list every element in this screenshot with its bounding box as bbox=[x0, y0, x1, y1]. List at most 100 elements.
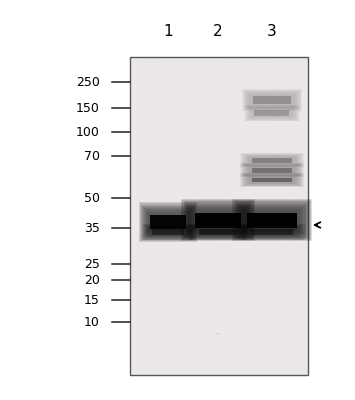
Point bbox=[188, 198, 193, 204]
Point bbox=[141, 347, 147, 353]
Point bbox=[233, 369, 239, 375]
Point bbox=[295, 130, 300, 136]
Point bbox=[184, 238, 190, 245]
Point bbox=[256, 169, 262, 175]
Point bbox=[247, 204, 253, 210]
Point bbox=[263, 216, 269, 223]
Point bbox=[288, 232, 294, 238]
Point bbox=[204, 335, 209, 341]
Point bbox=[250, 85, 256, 92]
Point bbox=[160, 124, 166, 131]
Point bbox=[135, 136, 141, 142]
Point bbox=[299, 259, 305, 266]
Point bbox=[184, 94, 190, 101]
Point bbox=[252, 365, 258, 372]
Point bbox=[185, 212, 190, 218]
Point bbox=[186, 133, 192, 140]
Point bbox=[250, 92, 256, 99]
Point bbox=[231, 95, 237, 102]
Point bbox=[171, 286, 177, 293]
Point bbox=[238, 93, 244, 100]
Point bbox=[164, 168, 170, 174]
Point bbox=[220, 313, 225, 320]
Point bbox=[282, 278, 288, 284]
Point bbox=[243, 164, 248, 170]
Point bbox=[161, 157, 167, 163]
Point bbox=[195, 216, 201, 223]
Point bbox=[213, 290, 218, 296]
Point bbox=[253, 148, 259, 154]
Point bbox=[280, 341, 286, 347]
Bar bbox=[239, 224, 306, 240]
Point bbox=[159, 327, 165, 333]
Point bbox=[141, 315, 147, 322]
Point bbox=[202, 205, 208, 211]
Point bbox=[249, 156, 255, 163]
Point bbox=[231, 83, 237, 90]
Point bbox=[221, 279, 227, 285]
Point bbox=[294, 292, 299, 298]
Point bbox=[195, 225, 200, 231]
Point bbox=[156, 199, 162, 205]
Point bbox=[253, 179, 259, 185]
Point bbox=[282, 231, 287, 238]
Point bbox=[196, 188, 202, 194]
Point bbox=[275, 317, 280, 324]
Point bbox=[277, 101, 282, 107]
Point bbox=[257, 236, 263, 242]
Point bbox=[228, 145, 234, 152]
Point bbox=[228, 199, 233, 205]
Point bbox=[177, 85, 183, 91]
Point bbox=[198, 120, 204, 126]
Point bbox=[289, 358, 295, 364]
Point bbox=[284, 63, 290, 70]
Point bbox=[221, 316, 227, 323]
Point bbox=[131, 138, 137, 144]
Point bbox=[247, 319, 252, 326]
Point bbox=[191, 369, 197, 376]
Point bbox=[212, 334, 218, 340]
Point bbox=[167, 112, 173, 119]
Bar bbox=[232, 199, 312, 241]
Point bbox=[134, 62, 140, 68]
Point bbox=[176, 238, 181, 244]
Point bbox=[129, 61, 134, 67]
Point bbox=[252, 260, 257, 266]
Point bbox=[233, 87, 239, 94]
Point bbox=[281, 262, 287, 268]
Point bbox=[261, 129, 267, 136]
Point bbox=[203, 162, 208, 168]
Point bbox=[170, 330, 176, 336]
Point bbox=[130, 167, 135, 174]
Point bbox=[164, 217, 170, 224]
Point bbox=[179, 352, 184, 358]
Point bbox=[136, 91, 141, 97]
Point bbox=[150, 274, 156, 280]
Point bbox=[164, 307, 170, 313]
Point bbox=[280, 350, 285, 356]
Point bbox=[174, 339, 180, 345]
Point bbox=[227, 154, 233, 160]
Point bbox=[248, 235, 253, 241]
Point bbox=[154, 201, 160, 208]
Point bbox=[215, 108, 221, 114]
Point bbox=[190, 368, 196, 375]
Point bbox=[292, 64, 298, 70]
Point bbox=[240, 108, 245, 114]
Bar bbox=[242, 89, 301, 110]
Point bbox=[187, 352, 193, 359]
Point bbox=[224, 116, 229, 123]
Point bbox=[293, 310, 299, 316]
Point bbox=[170, 232, 175, 238]
Point bbox=[285, 63, 290, 69]
Point bbox=[280, 286, 286, 292]
Point bbox=[217, 244, 222, 250]
Point bbox=[150, 280, 156, 287]
Point bbox=[178, 111, 184, 117]
Point bbox=[261, 223, 266, 230]
Point bbox=[201, 293, 206, 300]
Point bbox=[158, 318, 164, 324]
Point bbox=[133, 353, 138, 359]
Point bbox=[297, 177, 303, 184]
Point bbox=[217, 287, 223, 293]
